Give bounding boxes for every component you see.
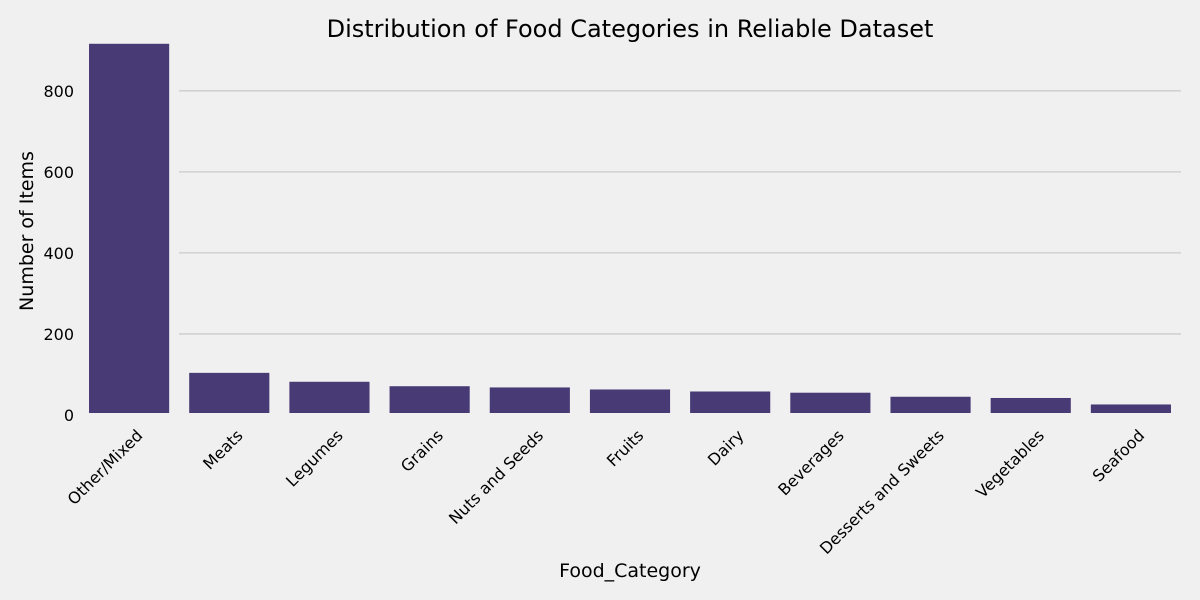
bar-grains <box>389 386 470 413</box>
bar-other-mixed <box>89 43 170 414</box>
y-tick-label: 400 <box>43 244 74 263</box>
x-tick-label: Fruits <box>603 426 647 470</box>
x-tick-label: Legumes <box>282 426 347 491</box>
y-tick-label: 200 <box>43 325 74 344</box>
chart-title: Distribution of Food Categories in Relia… <box>327 15 934 43</box>
x-tick-label: Dairy <box>704 426 748 470</box>
bars <box>89 43 1171 414</box>
x-tick-label: Seafood <box>1089 426 1149 486</box>
bar-fruits <box>589 389 671 413</box>
y-grid <box>179 90 1181 335</box>
x-tick-label: Beverages <box>774 426 847 499</box>
bar-vegetables <box>990 397 1071 413</box>
bar-legumes <box>289 381 370 413</box>
bar-meats <box>189 372 270 413</box>
y-axis-title: Number of Items <box>16 151 38 311</box>
x-tick-label: Other/Mixed <box>64 426 147 509</box>
x-axis-title: Food_Category <box>559 560 701 582</box>
bar-seafood <box>1090 404 1171 413</box>
x-tick-label: Grains <box>397 426 447 476</box>
x-tick-label: Nuts and Seeds <box>445 426 547 528</box>
y-tick-labels: 0 200 400 600 800 <box>43 82 74 425</box>
x-tick-label: Vegetables <box>972 426 1048 502</box>
bar-dairy <box>690 391 771 413</box>
bar-desserts-and-sweets <box>890 396 971 413</box>
x-tick-label: Meats <box>199 426 246 473</box>
y-tick-label: 800 <box>43 82 74 101</box>
y-tick-label: 0 <box>64 406 74 425</box>
bar-beverages <box>790 392 871 413</box>
bar-nuts-and-seeds <box>489 387 570 413</box>
y-tick-label: 600 <box>43 163 74 182</box>
